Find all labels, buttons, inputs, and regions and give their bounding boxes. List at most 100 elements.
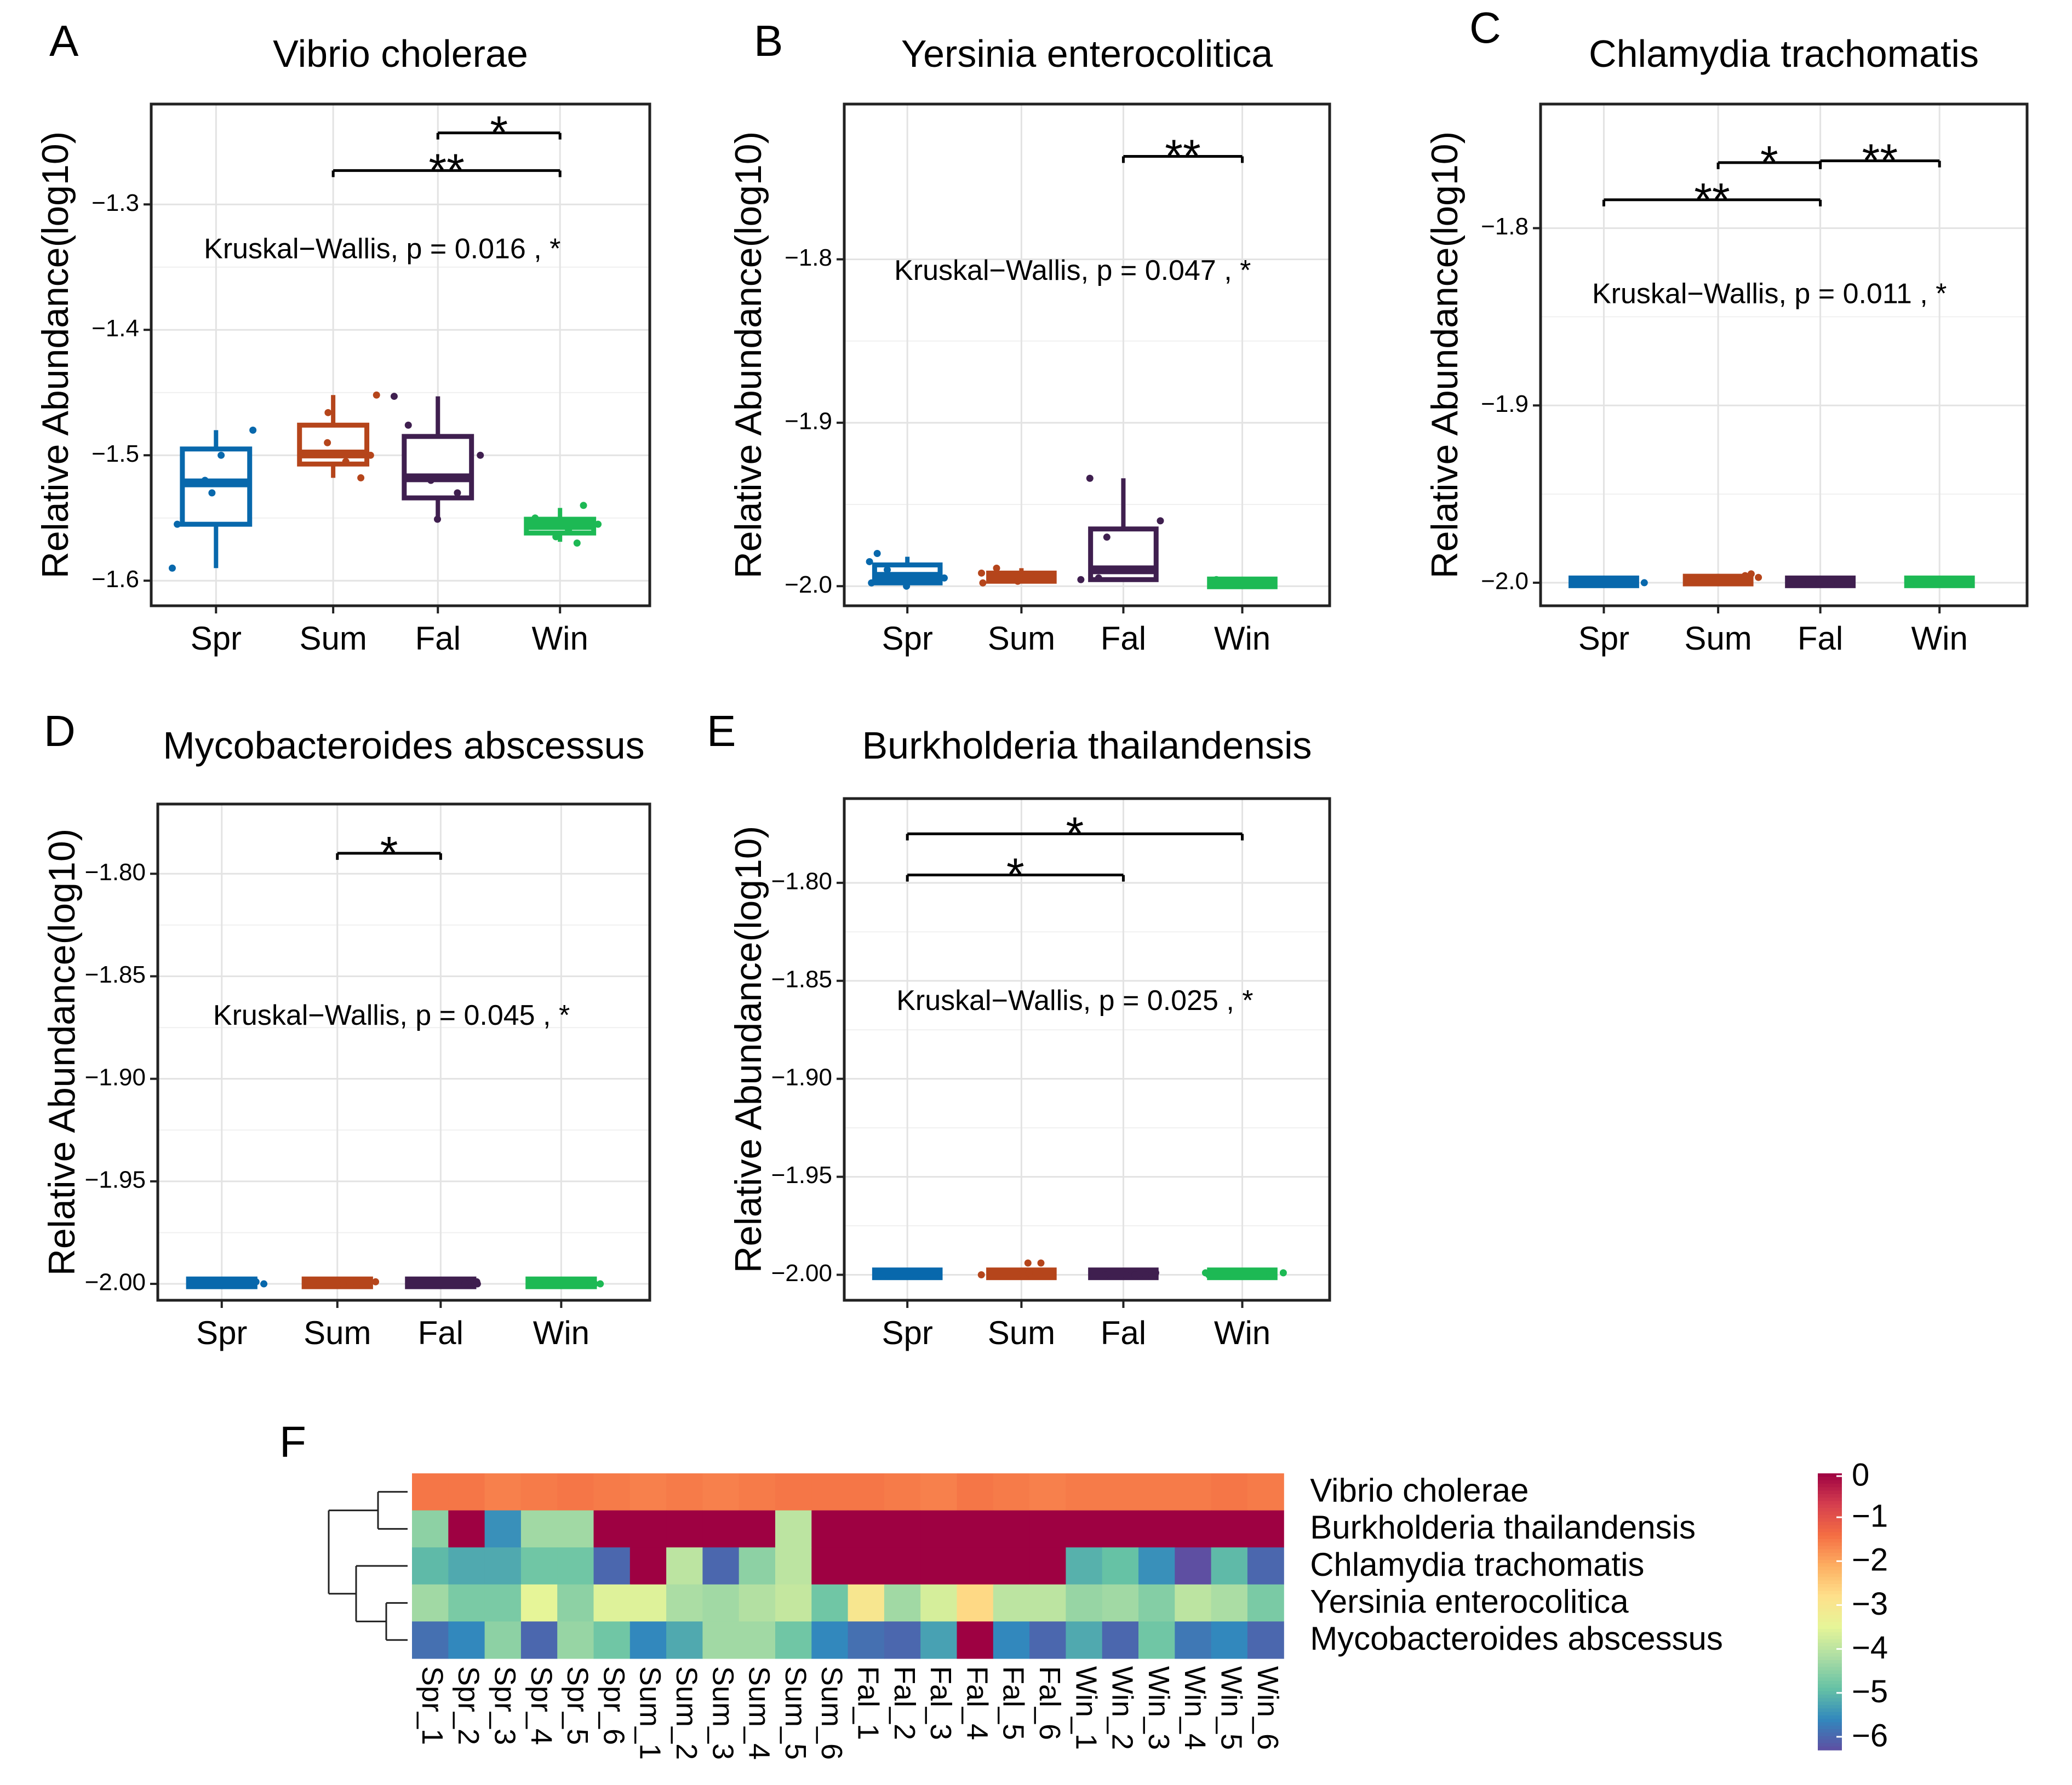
colorbar-segment [1818, 1704, 1842, 1709]
data-point [1695, 579, 1703, 587]
heatmap-column-label: Spr_5 [561, 1666, 594, 1745]
colorbar-segment [1818, 1563, 1842, 1568]
colorbar-segment [1818, 1608, 1842, 1612]
heatmap-cell [993, 1547, 1030, 1585]
colorbar-tick-label: −4 [1852, 1630, 1888, 1666]
heatmap-cell [520, 1510, 558, 1548]
y-tick-label: −1.6 [91, 566, 139, 593]
heatmap-cell [993, 1473, 1030, 1511]
colorbar-segment [1818, 1708, 1842, 1713]
colorbar-segment [1818, 1677, 1842, 1681]
data-point [1816, 577, 1824, 585]
data-point [324, 409, 332, 416]
heatmap-cell [412, 1547, 449, 1585]
box-Sum [1682, 570, 1762, 587]
plot-border [156, 802, 651, 1302]
heatmap-column-label: Spr_3 [488, 1666, 521, 1745]
data-point [353, 1280, 361, 1288]
box-Fal [405, 1276, 481, 1289]
colorbar-segment [1818, 1522, 1842, 1526]
data-point [1947, 579, 1954, 587]
heatmap-cell [557, 1510, 594, 1548]
heatmap-cell [1066, 1621, 1103, 1659]
colorbar-segment [1818, 1559, 1842, 1564]
heatmap-cell [1138, 1510, 1175, 1548]
data-point [1132, 1271, 1140, 1278]
data-point [324, 439, 331, 446]
panel-C: −2.0 −1.9 −1.8 Spr Sum Fal Win Chlamydia tracho… [1424, 3, 2029, 657]
significance-bracket: * [436, 107, 562, 158]
heatmap-cell [702, 1547, 740, 1585]
heatmap-cell [739, 1584, 776, 1622]
heatmap-cell [1247, 1547, 1284, 1585]
heatmap-cell [1247, 1510, 1284, 1548]
colorbar-segment [1818, 1542, 1842, 1547]
heatmap-cell [1029, 1510, 1066, 1548]
y-tick-label: −1.80 [85, 859, 146, 886]
colorbar-segment [1818, 1584, 1842, 1588]
colorbar-segment [1818, 1746, 1842, 1750]
data-point [373, 391, 380, 399]
heatmap-cell [811, 1584, 849, 1622]
significance-bracket: ** [1602, 174, 1822, 225]
x-tick-label: Win [533, 1315, 589, 1351]
row-dendrogram [328, 1491, 408, 1641]
colorbar-segment [1818, 1725, 1842, 1730]
heatmap-column-label: Sum_4 [743, 1666, 776, 1760]
box-Win [524, 502, 602, 547]
heatmap-cell [593, 1510, 631, 1548]
colorbar-tick-label: −6 [1852, 1718, 1888, 1753]
heatmap-cell [920, 1584, 958, 1622]
colorbar-segment [1818, 1577, 1842, 1581]
colorbar-segment [1818, 1504, 1842, 1508]
y-tick-label: −2.0 [785, 571, 832, 598]
data-point [168, 564, 176, 572]
heatmap-column-label: Win_4 [1178, 1666, 1211, 1750]
box-Fal [390, 393, 484, 523]
heatmap-cell [848, 1621, 885, 1659]
colorbar-segment [1818, 1508, 1842, 1512]
data-point [1103, 533, 1111, 541]
heatmap-cell [666, 1547, 703, 1585]
data-point [390, 393, 398, 400]
plot-background [844, 104, 1330, 606]
heatmap-cell [629, 1547, 667, 1585]
data-point [548, 1278, 556, 1285]
significance-bracket: ** [1819, 135, 1941, 186]
heatmap-cell [811, 1510, 849, 1548]
panel-label: A [49, 16, 79, 65]
colorbar-segment [1818, 1497, 1842, 1502]
significance-bracket: ** [331, 144, 562, 196]
heatmap-cell [739, 1621, 776, 1659]
colorbar-segment [1818, 1719, 1842, 1723]
heatmap-cell [920, 1621, 958, 1659]
data-point [310, 1280, 317, 1288]
heatmap-cell [884, 1621, 921, 1659]
colorbar-segment [1818, 1684, 1842, 1689]
data-point [367, 451, 374, 459]
x-tick-label: Win [1214, 1315, 1270, 1351]
colorbar-segment [1818, 1698, 1842, 1702]
y-tick-label: −2.00 [85, 1269, 146, 1296]
heatmap-cell [520, 1621, 558, 1659]
significance-bracket: * [1716, 136, 1822, 188]
data-point [1086, 474, 1094, 482]
data-point [1611, 577, 1618, 585]
y-tick-label: −1.95 [771, 1162, 832, 1189]
colorbar-segment [1818, 1712, 1842, 1716]
y-axis-label: Relative Abundance(log10) [1424, 131, 1466, 579]
data-point [1747, 570, 1755, 578]
heatmap-column-label: Win_3 [1142, 1666, 1175, 1750]
heatmap-column-label: Win_1 [1069, 1666, 1102, 1750]
heatmap-cell [557, 1621, 594, 1659]
x-tick-label: Win [1214, 620, 1270, 657]
heatmap-cell [666, 1584, 703, 1622]
colorbar-segment [1818, 1601, 1842, 1605]
heatmap-cell [593, 1621, 631, 1659]
heatmap-cell [666, 1473, 703, 1511]
box-Spr [872, 1267, 943, 1281]
colorbar-segment [1818, 1473, 1842, 1478]
heatmap-cell [993, 1621, 1030, 1659]
data-point [993, 564, 1000, 572]
